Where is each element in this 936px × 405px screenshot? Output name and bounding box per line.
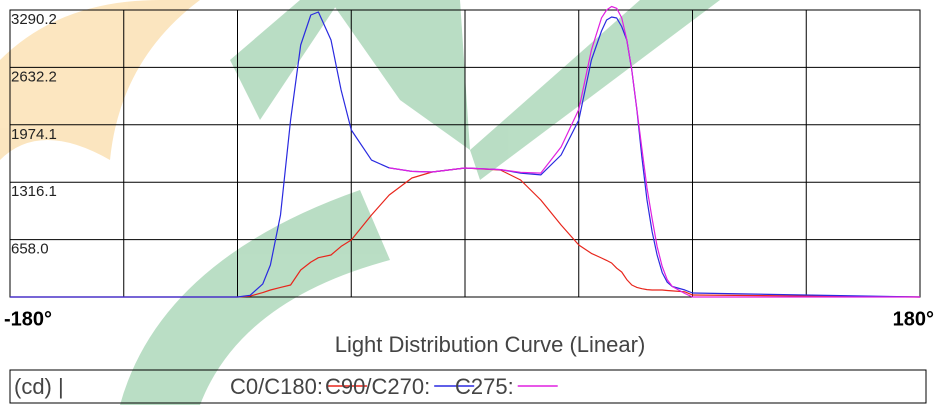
y-tick-label: 3290.2 xyxy=(11,11,57,28)
legend-box xyxy=(9,369,927,404)
x-tick-label: -180° xyxy=(4,308,52,330)
series-line xyxy=(389,5,920,298)
unit-label: (cd) | xyxy=(14,374,64,399)
y-tick-label: 658.0 xyxy=(11,241,49,258)
x-tick-label: 180° xyxy=(893,308,934,330)
legend-label: C0/C180: xyxy=(230,374,323,399)
y-tick-label: 1316.1 xyxy=(11,183,57,200)
chart-title: Light Distribution Curve (Linear) xyxy=(335,332,646,357)
series-line xyxy=(10,167,921,298)
y-tick-label: 2632.2 xyxy=(11,68,57,85)
y-tick-label: 1974.1 xyxy=(11,126,57,143)
series-line xyxy=(10,11,921,298)
legend-label: C90/C270: xyxy=(325,374,430,399)
legend-label: C275: xyxy=(455,374,514,399)
watermark xyxy=(0,0,720,405)
